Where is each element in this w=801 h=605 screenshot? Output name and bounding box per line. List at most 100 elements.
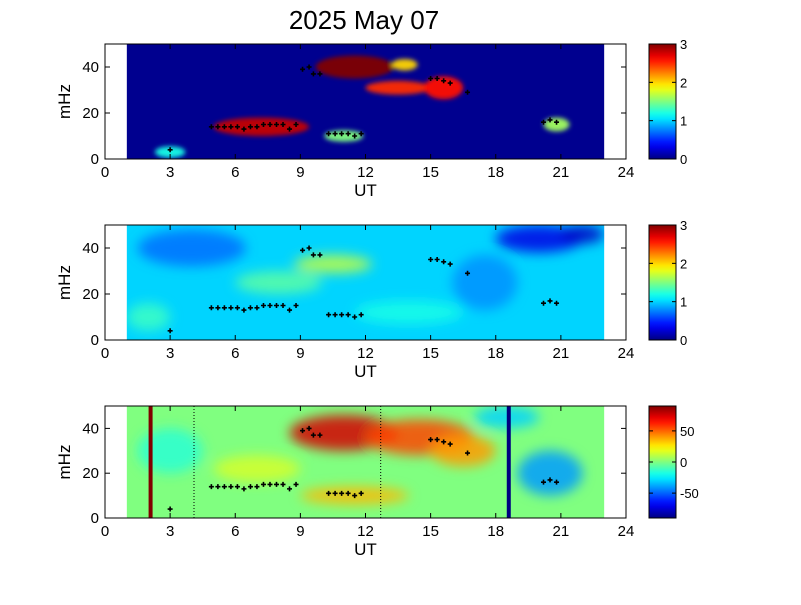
event-marker bbox=[254, 305, 260, 311]
event-marker bbox=[208, 305, 214, 311]
colorbar-tick-label: 2 bbox=[680, 256, 687, 271]
x-tick-label: 9 bbox=[296, 164, 304, 181]
y-tick-label: 0 bbox=[91, 332, 99, 349]
event-marker bbox=[221, 124, 227, 130]
event-marker bbox=[339, 131, 345, 137]
event-marker bbox=[306, 425, 312, 431]
event-marker bbox=[241, 486, 247, 492]
event-marker bbox=[215, 305, 221, 311]
event-marker bbox=[247, 305, 253, 311]
event-marker bbox=[345, 490, 351, 496]
colorbar: 0 1 2 3 bbox=[648, 37, 687, 167]
y-tick-label: 20 bbox=[82, 286, 99, 303]
x-tick-label: 3 bbox=[166, 164, 174, 181]
event-marker bbox=[428, 257, 434, 262]
event-marker bbox=[352, 493, 358, 499]
colorbar-scale bbox=[648, 43, 677, 160]
event-marker bbox=[345, 312, 351, 318]
intensity-region bbox=[495, 225, 583, 253]
event-marker bbox=[280, 122, 286, 127]
event-marker bbox=[541, 300, 547, 306]
event-marker bbox=[317, 432, 323, 438]
event-marker bbox=[358, 490, 364, 496]
spectrogram-field bbox=[126, 44, 605, 159]
y-tick-label: 20 bbox=[82, 465, 99, 482]
event-marker bbox=[332, 490, 338, 496]
colorbar-tick-label: 0 bbox=[680, 455, 687, 470]
event-marker bbox=[167, 328, 173, 334]
x-tick-label: 21 bbox=[553, 523, 570, 540]
intensity-region bbox=[293, 254, 373, 274]
event-marker bbox=[234, 484, 240, 490]
event-marker bbox=[247, 484, 253, 490]
event-marker bbox=[447, 80, 453, 86]
colorbar-tick-label: 0 bbox=[680, 333, 687, 348]
event-marker bbox=[260, 303, 266, 308]
event-marker bbox=[434, 257, 440, 262]
event-marker bbox=[326, 131, 332, 137]
x-tick-label: 0 bbox=[101, 164, 109, 181]
colorbar-tick-label: -50 bbox=[680, 486, 699, 501]
event-marker bbox=[293, 122, 299, 127]
event-marker bbox=[215, 484, 221, 490]
event-marker bbox=[280, 481, 286, 487]
intensity-region bbox=[126, 303, 171, 331]
event-marker bbox=[273, 303, 279, 308]
colorbar-tick-label: 2 bbox=[680, 75, 687, 90]
event-marker bbox=[428, 76, 434, 81]
intensity-region bbox=[213, 455, 301, 483]
event-marker bbox=[221, 484, 227, 490]
event-marker bbox=[434, 76, 440, 81]
colorbar-tick-label: 50 bbox=[680, 424, 694, 439]
event-marker bbox=[441, 439, 447, 445]
event-marker bbox=[247, 124, 253, 130]
event-marker bbox=[339, 312, 345, 318]
colorbar-tick-label: 0 bbox=[680, 152, 687, 167]
event-marker bbox=[310, 71, 316, 77]
event-marker bbox=[306, 245, 312, 251]
x-tick-label: 12 bbox=[357, 523, 374, 540]
event-marker bbox=[167, 506, 173, 512]
colorbar-tick-label: 3 bbox=[680, 218, 687, 233]
event-marker bbox=[287, 486, 293, 492]
intensity-region bbox=[137, 229, 247, 267]
event-marker bbox=[547, 117, 553, 123]
event-marker bbox=[228, 124, 234, 130]
event-marker bbox=[465, 89, 471, 95]
event-marker bbox=[332, 312, 338, 318]
x-tick-label: 21 bbox=[553, 345, 570, 362]
x-axis-label: UT bbox=[354, 181, 377, 200]
event-marker bbox=[547, 298, 553, 304]
intensity-region bbox=[235, 271, 323, 294]
event-marker bbox=[228, 305, 234, 311]
figure-title: 2025 May 07 bbox=[289, 5, 439, 35]
chart-panel-3: 0 3 6 9 12 15 18 21 24 0 20 40 UT mHz 50 0 -50 bbox=[55, 405, 699, 559]
colorbar-scale bbox=[648, 224, 677, 341]
event-marker bbox=[547, 477, 553, 483]
x-tick-label: 6 bbox=[231, 164, 239, 181]
event-marker bbox=[465, 450, 471, 456]
intensity-region bbox=[365, 80, 431, 95]
y-tick-label: 0 bbox=[91, 510, 99, 527]
intensity-region bbox=[391, 58, 418, 71]
event-marker bbox=[300, 428, 306, 434]
x-tick-label: 3 bbox=[166, 345, 174, 362]
event-marker bbox=[234, 124, 240, 130]
event-marker bbox=[541, 119, 547, 125]
intensity-region bbox=[430, 435, 496, 467]
y-axis-label: mHz bbox=[55, 265, 74, 300]
event-marker bbox=[310, 432, 316, 438]
x-tick-label: 24 bbox=[618, 164, 635, 181]
x-tick-label: 18 bbox=[487, 523, 504, 540]
x-tick-label: 15 bbox=[422, 164, 439, 181]
event-marker bbox=[326, 490, 332, 496]
event-marker bbox=[306, 64, 312, 70]
x-tick-label: 6 bbox=[231, 345, 239, 362]
event-marker bbox=[441, 78, 447, 84]
event-marker bbox=[267, 303, 273, 308]
y-tick-label: 0 bbox=[91, 151, 99, 168]
x-axis-label: UT bbox=[354, 362, 377, 381]
event-marker bbox=[352, 133, 358, 139]
